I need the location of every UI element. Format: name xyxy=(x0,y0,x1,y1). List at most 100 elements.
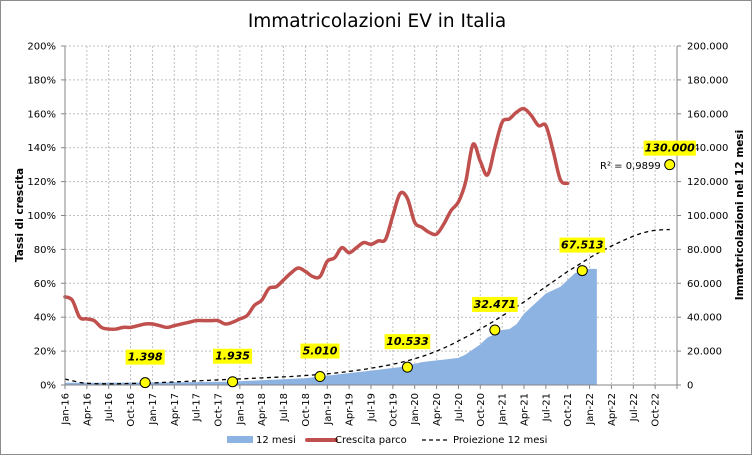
right-tick-label: 160.000 xyxy=(687,109,728,120)
annotation-label-bg xyxy=(559,237,606,253)
annotation-label-bg xyxy=(472,296,518,312)
legend: 12 mesi Crescita parco Proiezione 12 mes… xyxy=(227,435,547,446)
annotation-marker xyxy=(664,159,676,171)
x-tick-label: Apr-21 xyxy=(520,393,531,426)
x-tick-label: Apr-18 xyxy=(257,393,268,426)
annotations: 1.398 1.935 5.010 10.533 32.471 67.513 130.000 xyxy=(125,140,696,389)
x-tick-label: Jul-17 xyxy=(192,393,203,422)
annotation-marker xyxy=(401,361,413,373)
area-series-layer xyxy=(65,268,597,385)
annotation-label: 32.471 xyxy=(474,298,516,311)
right-tick-label: 120.000 xyxy=(687,177,728,188)
x-tick-label: Oct-21 xyxy=(563,393,574,427)
x-tick-label: Jan-19 xyxy=(323,393,334,426)
left-tick-label: 180% xyxy=(27,75,56,86)
right-tick-label: 60.000 xyxy=(687,279,722,290)
dashed-proiezione xyxy=(64,228,670,385)
right-tick-label: 200.000 xyxy=(687,42,728,53)
x-tick-label: Jul-20 xyxy=(454,393,465,422)
x-tick-label: Oct-20 xyxy=(476,393,487,427)
x-tick-label: Apr-19 xyxy=(345,393,356,426)
x-tick-label: Apr-16 xyxy=(82,393,93,426)
x-tick-label: Jul-21 xyxy=(541,393,552,422)
left-tick-label: 100% xyxy=(27,211,56,222)
annotation-5.010: 5.010 xyxy=(300,343,340,383)
annotation-label: 5.010 xyxy=(303,345,338,358)
line-series-layer xyxy=(63,106,570,332)
right-tick-label: 20.000 xyxy=(687,347,722,358)
annotation-1.935: 1.935 xyxy=(213,348,253,388)
right-tick-label: 140.000 xyxy=(687,143,728,154)
x-tick-label: Oct-16 xyxy=(126,393,137,427)
left-tick-label: 140% xyxy=(27,143,56,154)
annotation-marker xyxy=(576,265,588,277)
left-tick-label: 40% xyxy=(34,313,56,324)
x-tick-label: Oct-17 xyxy=(214,393,225,427)
area-12-mesi xyxy=(65,268,597,385)
annotation-130.000: 130.000 xyxy=(643,140,696,171)
right-tick-label: 180.000 xyxy=(687,75,728,86)
annotation-label-bg xyxy=(643,140,696,156)
x-tick-label: Jan-22 xyxy=(585,393,596,426)
annotation-label: 67.513 xyxy=(561,239,604,252)
annotation-marker xyxy=(489,324,501,336)
annotation-label-bg xyxy=(300,343,340,359)
right-axis-ticks: 0 20.000 40.000 60.000 80.000 100.000 120.000 1… xyxy=(677,42,728,392)
right-tick-label: 0 xyxy=(687,381,693,392)
left-tick-label: 0% xyxy=(40,381,56,392)
right-axis-title: Immatricolazioni nel 12 mesi xyxy=(734,130,746,300)
x-tick-label: Jan-20 xyxy=(410,393,421,426)
left-axis-title: Tassi di crescita xyxy=(14,168,26,262)
annotation-label-bg xyxy=(213,348,253,364)
x-tick-label: Apr-17 xyxy=(170,393,181,426)
dashed-series-layer xyxy=(64,228,670,385)
x-tick-label: Jan-16 xyxy=(61,393,72,426)
annotation-label: 1.935 xyxy=(215,350,250,363)
x-tick-label: Oct-22 xyxy=(651,393,662,427)
legend-label-area: 12 mesi xyxy=(256,435,296,446)
annotation-label-bg xyxy=(384,334,431,350)
annotation-marker xyxy=(314,371,326,383)
grid xyxy=(65,45,677,385)
right-tick-label: 100.000 xyxy=(687,211,728,222)
x-tick-label: Jan-17 xyxy=(148,393,159,426)
legend-label-dashed: Proiezione 12 mesi xyxy=(453,435,547,446)
left-tick-label: 160% xyxy=(27,109,56,120)
annotation-marker xyxy=(227,376,239,388)
left-tick-label: 120% xyxy=(27,177,56,188)
x-tick-label: Apr-20 xyxy=(432,393,443,426)
left-tick-label: 60% xyxy=(34,279,56,290)
legend-swatch-area xyxy=(227,436,253,443)
annotation-label: 10.533 xyxy=(386,335,429,348)
left-tick-label: 200% xyxy=(27,42,56,53)
annotation-67.513: 67.513 xyxy=(559,237,606,277)
right-tick-label: 40.000 xyxy=(687,313,722,324)
right-tick-label: 80.000 xyxy=(687,245,722,256)
x-tick-label: Jul-16 xyxy=(104,393,115,422)
x-tick-label: Oct-18 xyxy=(301,393,312,427)
annotation-label: 130.000 xyxy=(645,142,695,155)
x-tick-label: Jul-19 xyxy=(367,393,378,422)
line-crescita-parco xyxy=(63,106,570,332)
left-tick-label: 20% xyxy=(34,347,56,358)
x-tick-label: Jul-22 xyxy=(629,393,640,422)
annotation-label-bg xyxy=(125,349,165,365)
x-tick-label: Jan-21 xyxy=(498,393,509,426)
annotation-label: 1.398 xyxy=(128,351,163,364)
x-tick-label: Jan-18 xyxy=(235,393,246,426)
r2-label: R² = 0,9899 xyxy=(600,161,661,172)
chart-title: Immatricolazioni EV in Italia xyxy=(248,11,506,32)
annotation-32.471: 32.471 xyxy=(472,296,518,336)
annotation-10.533: 10.533 xyxy=(384,334,431,373)
x-tick-label: Oct-19 xyxy=(388,393,399,427)
x-tick-label: Jul-18 xyxy=(279,393,290,422)
annotation-1.398: 1.398 xyxy=(125,349,165,389)
left-tick-label: 80% xyxy=(34,245,56,256)
x-tick-label: Apr-22 xyxy=(607,393,618,426)
legend-label-line: Crescita parco xyxy=(335,435,407,446)
x-axis-ticks: Jan-16 Apr-16 Jul-16 Oct-16 Jan-17 Apr-17 Jul-… xyxy=(61,385,678,427)
left-axis-ticks: 0% 20% 40% 60% 80% 100% 120% 140% 160% 180% 200% xyxy=(27,42,65,392)
annotation-marker xyxy=(139,377,151,389)
